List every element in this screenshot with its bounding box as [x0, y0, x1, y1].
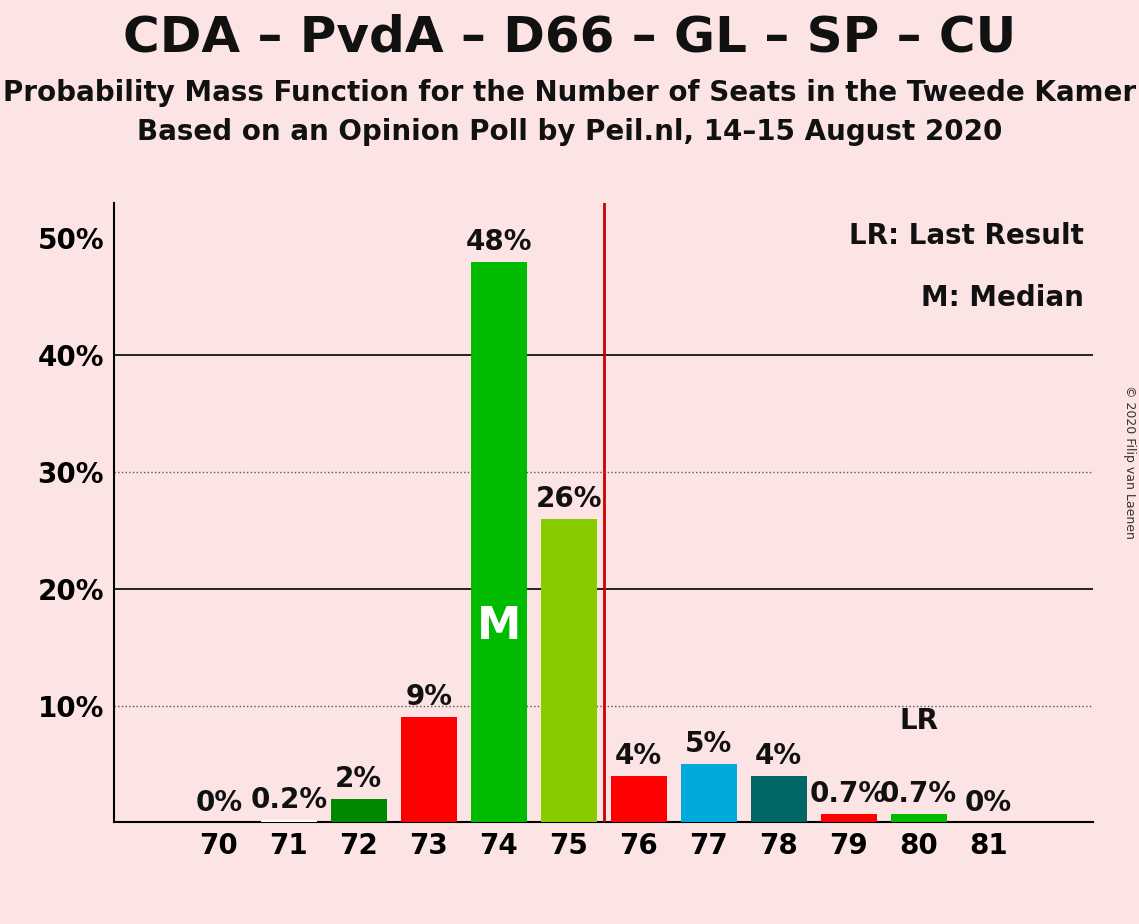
Text: 0.7%: 0.7% [810, 781, 887, 808]
Text: M: Median: M: Median [920, 284, 1083, 311]
Text: 26%: 26% [535, 485, 601, 513]
Text: 0.2%: 0.2% [251, 786, 327, 814]
Text: LR: Last Result: LR: Last Result [849, 222, 1083, 249]
Text: 0%: 0% [195, 788, 243, 817]
Text: 4%: 4% [615, 742, 662, 770]
Text: 2%: 2% [335, 765, 383, 793]
Bar [891, 814, 947, 822]
Text: Probability Mass Function for the Number of Seats in the Tweede Kamer: Probability Mass Function for the Number… [3, 79, 1136, 106]
Text: 9%: 9% [405, 684, 452, 711]
Bar [470, 261, 526, 822]
Text: 5%: 5% [685, 730, 732, 758]
Bar [751, 775, 806, 822]
Text: 0%: 0% [965, 788, 1013, 817]
Text: Based on an Opinion Poll by Peil.nl, 14–15 August 2020: Based on an Opinion Poll by Peil.nl, 14–… [137, 118, 1002, 146]
Bar [611, 775, 666, 822]
Text: 48%: 48% [466, 228, 532, 256]
Text: CDA – PvdA – D66 – GL – SP – CU: CDA – PvdA – D66 – GL – SP – CU [123, 14, 1016, 62]
Text: 4%: 4% [755, 742, 802, 770]
Bar [820, 814, 877, 822]
Text: © 2020 Filip van Laenen: © 2020 Filip van Laenen [1123, 385, 1136, 539]
Bar [681, 764, 737, 822]
Bar [261, 820, 317, 822]
Text: M: M [476, 604, 521, 648]
Bar [401, 717, 457, 822]
Bar [541, 518, 597, 822]
Text: LR: LR [899, 707, 939, 735]
Bar [330, 799, 387, 822]
Text: 0.7%: 0.7% [880, 781, 957, 808]
